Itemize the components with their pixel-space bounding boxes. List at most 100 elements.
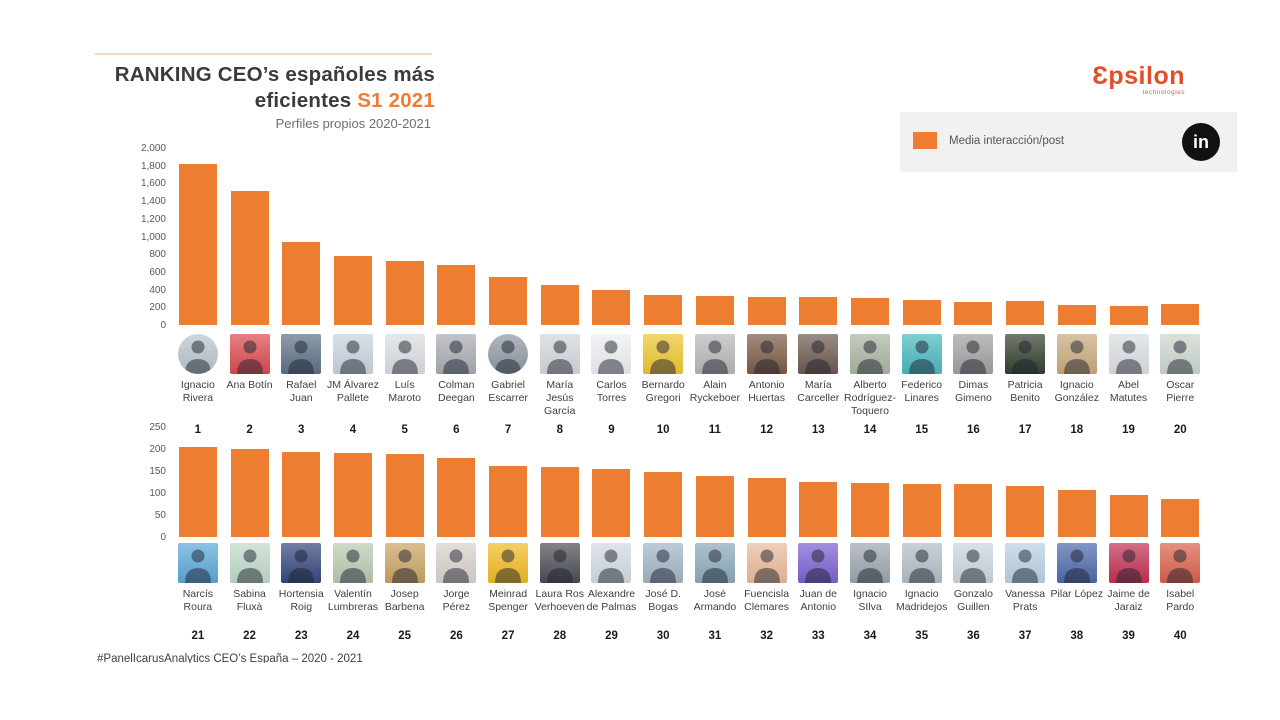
ceo-photo xyxy=(1056,334,1097,374)
epsilon-logo: Ɛpsilon technologies xyxy=(1058,64,1185,97)
ceo-photo xyxy=(1108,334,1149,374)
y-axis-tick: 50 xyxy=(154,510,166,521)
person-silhouette xyxy=(805,340,832,374)
y-axis-tick: 0 xyxy=(160,532,166,543)
ceo-photo xyxy=(746,334,787,374)
ceo-rank: 19 xyxy=(1122,424,1135,436)
ceo-name: Laura Ros Verhoeven xyxy=(534,588,585,613)
ceo-rank: 40 xyxy=(1173,630,1187,642)
bar-column xyxy=(275,241,327,325)
person-silhouette xyxy=(856,340,883,374)
bar-column xyxy=(482,466,534,537)
ceo-rank: 21 xyxy=(191,630,205,642)
person-silhouette xyxy=(546,549,573,583)
page-title-accent: S1 2021 xyxy=(357,89,435,112)
y-axis-tick: 1,400 xyxy=(140,196,166,208)
bar-column xyxy=(896,299,948,325)
ceo-rank: 32 xyxy=(760,630,773,642)
ceo-photo xyxy=(384,543,425,583)
ceo-photo xyxy=(436,334,477,374)
ceo-name: Jaime de Jaraiz xyxy=(1107,588,1150,613)
ceo-name: Gonzalo Guillen xyxy=(953,588,993,613)
epsilon-logo-subtext: technologies xyxy=(1142,89,1185,96)
person-silhouette xyxy=(495,549,522,583)
person-silhouette xyxy=(1012,549,1039,583)
ceo-column: Isabel Pardo 40 xyxy=(1154,543,1206,642)
bar xyxy=(695,476,734,537)
ceo-column: Carlos Torres 9 xyxy=(586,334,638,436)
ceo-rank: 23 xyxy=(294,630,308,642)
bar xyxy=(799,481,838,537)
bar xyxy=(540,284,579,325)
bar xyxy=(178,163,217,325)
bar xyxy=(1109,494,1148,537)
y-axis-tick: 100 xyxy=(149,488,166,499)
bar xyxy=(592,468,631,537)
ceo-photo xyxy=(1160,334,1201,374)
ceo-rank: 17 xyxy=(1018,424,1032,436)
ceo-photo xyxy=(798,334,839,374)
bar xyxy=(230,449,269,537)
bar xyxy=(954,302,993,325)
ceo-photo xyxy=(798,543,839,583)
ceo-photo xyxy=(436,543,477,583)
y-axis-tick: 1,600 xyxy=(140,178,166,190)
y-axis-tick: 200 xyxy=(149,302,166,314)
ceo-column: Colman Deegan 6 xyxy=(431,334,483,436)
bar xyxy=(1006,486,1045,537)
ceo-photo xyxy=(953,334,994,374)
ceo-rank: 27 xyxy=(501,630,515,642)
ceo-name: Abel Matutes xyxy=(1109,379,1148,404)
bar xyxy=(230,191,269,325)
bar-column xyxy=(586,289,638,325)
person-silhouette xyxy=(236,549,263,583)
ceo-photo xyxy=(281,334,322,374)
ceo-name: Vanessa Prats xyxy=(1005,588,1046,613)
bar xyxy=(385,261,424,325)
bar-column xyxy=(224,191,276,325)
bar-column xyxy=(689,476,741,537)
ceo-rank: 8 xyxy=(556,424,563,436)
ceo-name: Hortensia Roig xyxy=(278,588,324,613)
ceo-photo xyxy=(849,543,890,583)
bar-column xyxy=(948,484,1000,537)
person-silhouette xyxy=(1063,340,1090,374)
ceo-column: Antonio Huertas 12 xyxy=(741,334,793,436)
bar xyxy=(385,454,424,537)
bar-column xyxy=(792,481,844,537)
person-silhouette xyxy=(236,340,263,374)
ceo-column: Oscar Pierre 20 xyxy=(1154,334,1206,436)
person-silhouette xyxy=(650,549,677,583)
bar xyxy=(333,255,372,325)
ceo-name: Rafael Juan xyxy=(286,379,317,404)
ceo-name: Juan de Antonio xyxy=(799,588,837,613)
y-axis-tick: 1,000 xyxy=(140,231,166,243)
ceo-column: Gonzalo Guillen 36 xyxy=(948,543,1000,642)
ceo-name: María Carceller xyxy=(797,379,840,404)
ceo-name: Alexandre de Palmas xyxy=(586,588,637,613)
bar-column xyxy=(1051,305,1103,325)
ceo-rank: 36 xyxy=(967,630,980,642)
person-silhouette xyxy=(805,549,832,583)
bar xyxy=(644,295,683,325)
footer-hashtag: #PanelIcarusAnalytics CEO’s España – 202… xyxy=(97,653,363,663)
ceo-name: Alain Ryckeboer xyxy=(689,379,740,404)
bar-column xyxy=(482,276,534,325)
ceo-name: Oscar Pierre xyxy=(1166,379,1195,404)
ceo-name: Ana Botín xyxy=(226,379,273,391)
ceo-column: Hortensia Roig 23 xyxy=(275,543,327,642)
bar-column xyxy=(431,264,483,325)
ceo-name: Pilar López xyxy=(1050,588,1104,600)
ceo-column: Ignacio González 18 xyxy=(1051,334,1103,436)
person-silhouette xyxy=(1063,549,1090,583)
bar xyxy=(178,446,217,537)
bar-column xyxy=(1051,489,1103,537)
bar xyxy=(747,296,786,325)
ceo-photo xyxy=(177,543,218,583)
ceo-photo xyxy=(746,543,787,583)
person-silhouette xyxy=(1167,549,1194,583)
ceo-photo xyxy=(1005,543,1046,583)
bar-column xyxy=(586,468,638,537)
y-axis-tick: 600 xyxy=(149,266,166,278)
